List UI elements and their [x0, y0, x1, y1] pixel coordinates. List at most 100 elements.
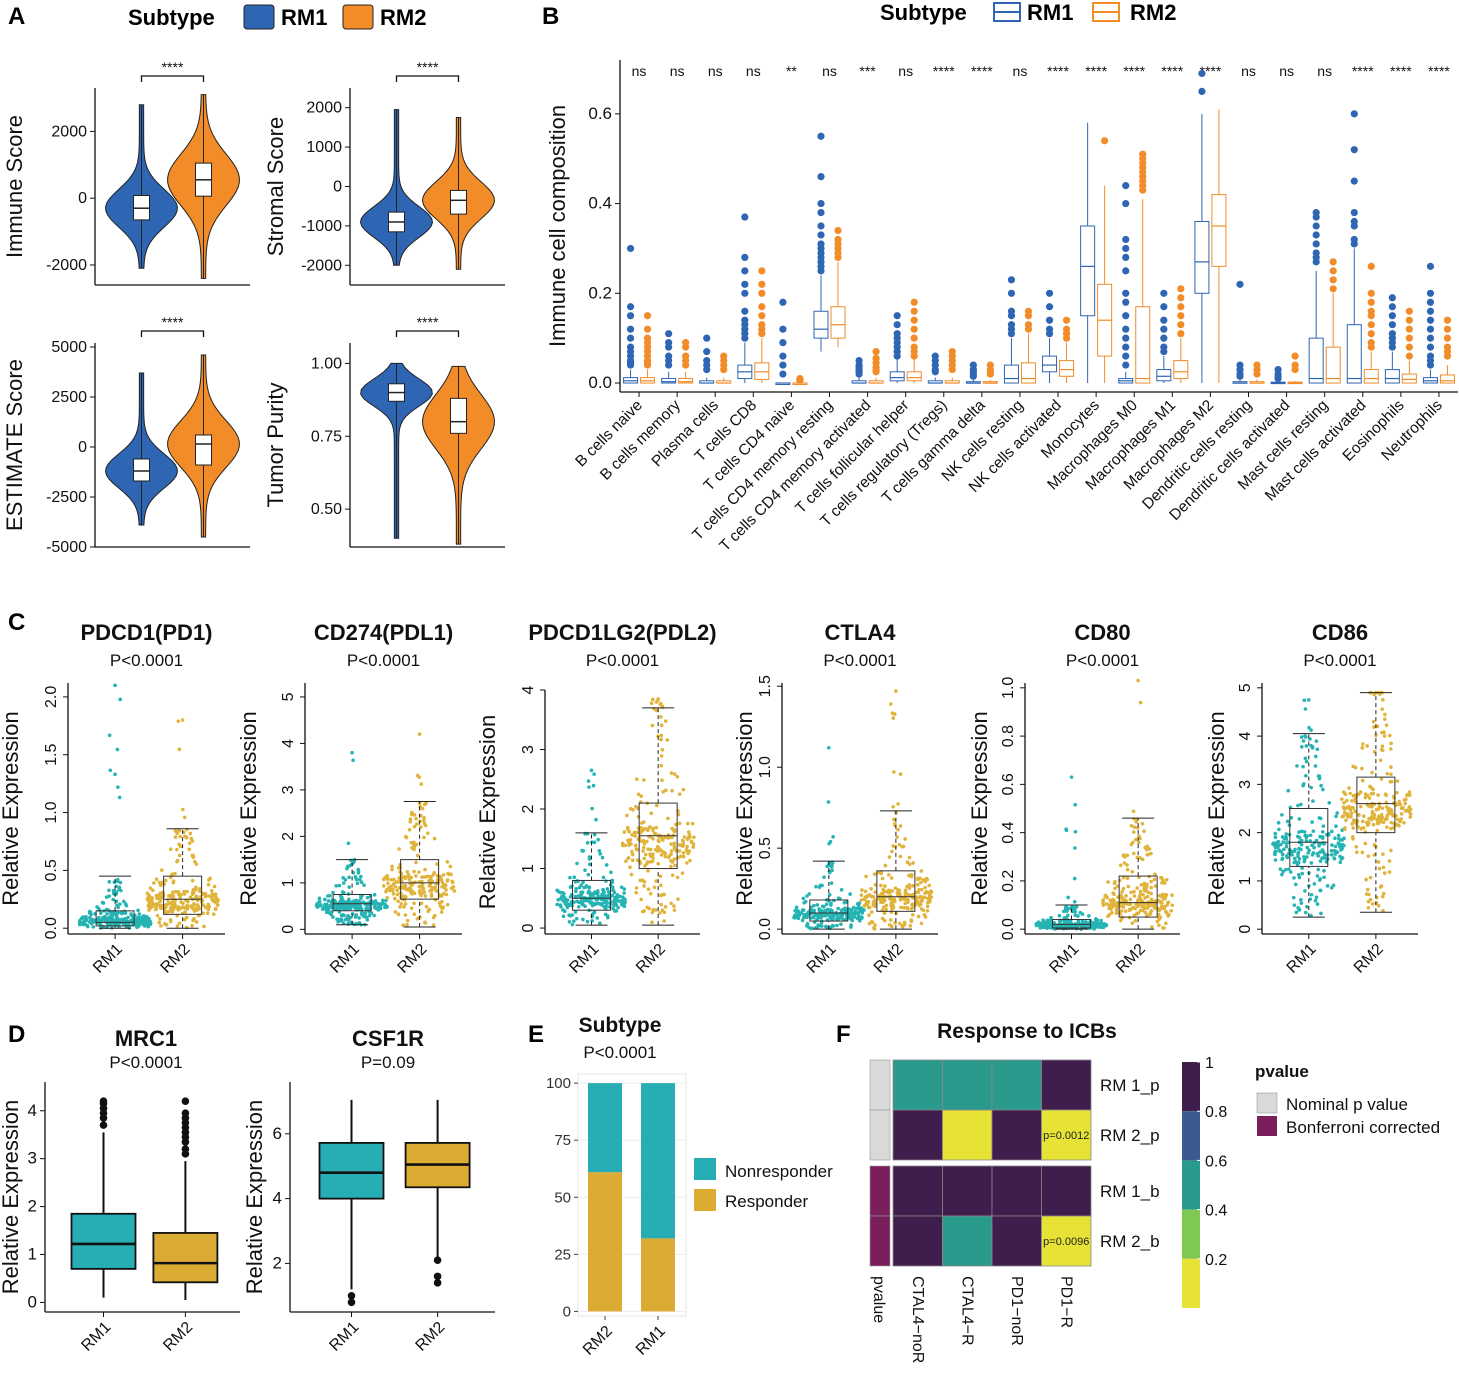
data-point	[1321, 824, 1326, 828]
data-point	[1372, 853, 1377, 857]
data-point	[115, 747, 120, 752]
annotation-cell	[869, 1059, 891, 1111]
data-point	[919, 880, 923, 885]
data-point	[897, 842, 902, 847]
outlier-point	[347, 1292, 356, 1300]
data-point	[869, 910, 874, 914]
data-point	[1135, 886, 1139, 890]
data-point	[675, 774, 680, 779]
outlier-point	[1160, 316, 1168, 324]
data-point	[820, 909, 825, 913]
data-point	[1094, 922, 1099, 926]
data-point	[423, 867, 427, 872]
significance-label: ns	[632, 63, 647, 79]
data-point	[1317, 878, 1322, 882]
violin-box	[450, 189, 467, 215]
data-point	[114, 915, 119, 919]
data-point	[1094, 917, 1098, 921]
significance-label: ****	[933, 63, 955, 79]
data-point	[1391, 826, 1396, 830]
data-point	[1381, 697, 1385, 702]
data-point	[391, 891, 396, 896]
data-point	[213, 906, 218, 911]
data-point	[184, 925, 189, 930]
colorbar-label: 0.6	[1205, 1153, 1227, 1170]
point-cloud-rm1	[314, 750, 389, 927]
data-point	[611, 888, 616, 893]
y-tick-label: 1.5	[43, 743, 60, 765]
legend-b-title: Subtype	[880, 0, 967, 25]
data-point	[176, 905, 181, 909]
data-point	[163, 910, 168, 915]
panel-letter-e: E	[528, 1021, 544, 1048]
data-point	[670, 788, 674, 793]
data-point	[1363, 830, 1368, 834]
data-point	[1385, 825, 1389, 829]
data-point	[826, 800, 831, 804]
data-point	[438, 874, 442, 879]
data-point	[1273, 835, 1278, 840]
data-point	[865, 893, 870, 898]
outlier-point	[817, 132, 825, 140]
data-point	[104, 895, 109, 899]
data-point	[1121, 853, 1126, 857]
data-point	[581, 849, 586, 853]
data-point	[403, 902, 408, 906]
data-point	[636, 792, 641, 797]
data-point	[891, 805, 895, 809]
data-point	[1138, 856, 1142, 860]
data-point	[633, 834, 638, 838]
outlier-point	[1024, 312, 1033, 320]
data-point	[1329, 853, 1334, 857]
data-point	[794, 905, 799, 910]
outlier-point	[626, 303, 635, 311]
data-point	[1349, 811, 1354, 816]
outlier-point	[1045, 316, 1054, 324]
data-point	[831, 924, 836, 928]
data-point	[646, 887, 651, 892]
data-point	[1320, 835, 1325, 839]
outlier-point	[1405, 307, 1413, 315]
data-point	[1142, 881, 1147, 886]
data-point	[1361, 819, 1365, 824]
data-point	[1115, 884, 1120, 888]
outlier-point	[1122, 343, 1130, 351]
outlier-point	[779, 339, 787, 347]
data-point	[892, 770, 896, 774]
data-point	[1293, 856, 1297, 861]
data-point	[1312, 882, 1317, 886]
data-point	[1389, 808, 1394, 812]
data-point	[424, 801, 428, 806]
box-rm2	[1135, 306, 1151, 384]
data-point	[588, 901, 593, 905]
data-point	[1125, 853, 1130, 857]
significance-label: ns	[670, 63, 685, 79]
data-point	[664, 788, 668, 793]
data-point	[663, 854, 668, 859]
data-point	[873, 890, 878, 894]
data-point	[1076, 914, 1080, 918]
data-point	[178, 834, 182, 839]
x-tick-label: RM2	[871, 941, 907, 977]
outlier-point	[1426, 307, 1435, 315]
data-point	[1136, 904, 1140, 909]
data-point	[641, 820, 646, 824]
data-point	[188, 895, 193, 899]
data-point	[677, 792, 682, 796]
data-point	[654, 879, 658, 883]
data-point	[412, 912, 417, 917]
data-point	[851, 905, 856, 910]
significance-label: ****	[1161, 63, 1183, 79]
data-point	[648, 834, 653, 839]
data-point	[360, 910, 364, 915]
data-point	[649, 701, 654, 706]
data-point	[801, 896, 806, 901]
data-point	[402, 905, 406, 909]
outlier-point	[1139, 186, 1147, 194]
outlier-point	[1122, 235, 1130, 244]
data-point	[1375, 724, 1380, 729]
outlier-point	[1007, 312, 1016, 320]
data-point	[613, 909, 617, 913]
